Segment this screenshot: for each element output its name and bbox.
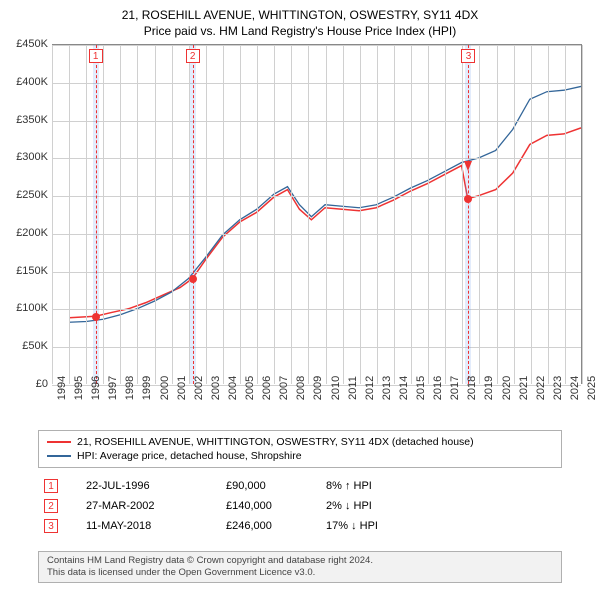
sale-point-icon xyxy=(189,275,197,283)
x-tick-label: 2004 xyxy=(227,376,239,400)
chart-wrap: 1 2 3 £0 £50K £100K £150K £200K £250K £300K £350K… xyxy=(0,44,600,424)
y-tick-label: £300K xyxy=(0,151,48,163)
sale-point-icon xyxy=(92,313,100,321)
y-tick-label: £50K xyxy=(0,340,48,352)
chart-lines-svg xyxy=(52,45,581,384)
marker-badge: 1 xyxy=(44,479,58,493)
x-tick-label: 2022 xyxy=(535,376,547,400)
x-tick-label: 2010 xyxy=(330,376,342,400)
x-tick-label: 2011 xyxy=(347,376,359,400)
chart-container: 21, ROSEHILL AVENUE, WHITTINGTON, OSWEST… xyxy=(0,0,600,590)
y-tick-label: £250K xyxy=(0,189,48,201)
x-tick-label: 2017 xyxy=(449,376,461,400)
x-tick-label: 1994 xyxy=(56,376,68,400)
marker-price: £246,000 xyxy=(226,520,326,532)
x-tick-label: 2005 xyxy=(244,376,256,400)
x-tick-label: 2012 xyxy=(364,376,376,400)
x-tick-label: 2006 xyxy=(261,376,273,400)
legend-label-hpi: HPI: Average price, detached house, Shro… xyxy=(77,450,302,462)
marker-date: 27-MAR-2002 xyxy=(86,500,226,512)
sale-point-icon xyxy=(464,195,472,203)
chart-title-address: 21, ROSEHILL AVENUE, WHITTINGTON, OSWEST… xyxy=(0,8,600,22)
x-tick-label: 2002 xyxy=(193,376,205,400)
marker-badge: 3 xyxy=(44,519,58,533)
x-tick-label: 2025 xyxy=(586,376,598,400)
x-tick-label: 1996 xyxy=(90,376,102,400)
legend-swatch-hpi xyxy=(47,455,71,457)
y-tick-label: £350K xyxy=(0,114,48,126)
marker-date: 22-JUL-1996 xyxy=(86,480,226,492)
marker-row: 1 22-JUL-1996 £90,000 8% ↑ HPI xyxy=(38,476,562,496)
y-tick-label: £150K xyxy=(0,265,48,277)
marker-row: 2 27-MAR-2002 £140,000 2% ↓ HPI xyxy=(38,496,562,516)
x-tick-label: 1995 xyxy=(73,376,85,400)
x-tick-label: 2018 xyxy=(466,376,478,400)
markers-table: 1 22-JUL-1996 £90,000 8% ↑ HPI 2 27-MAR-… xyxy=(38,476,562,536)
x-tick-label: 2000 xyxy=(159,376,171,400)
legend-label-property: 21, ROSEHILL AVENUE, WHITTINGTON, OSWEST… xyxy=(77,436,474,448)
marker-date: 11-MAY-2018 xyxy=(86,520,226,532)
footer-line1: Contains HM Land Registry data © Crown c… xyxy=(47,555,553,567)
legend-box: 21, ROSEHILL AVENUE, WHITTINGTON, OSWEST… xyxy=(38,430,562,468)
chart-marker-badge: 1 xyxy=(89,49,103,63)
chart-titles: 21, ROSEHILL AVENUE, WHITTINGTON, OSWEST… xyxy=(0,0,600,38)
y-tick-label: £400K xyxy=(0,76,48,88)
x-tick-label: 1998 xyxy=(124,376,136,400)
x-tick-label: 2021 xyxy=(518,376,530,400)
y-tick-label: £450K xyxy=(0,38,48,50)
x-tick-label: 2001 xyxy=(176,376,188,400)
x-tick-label: 2020 xyxy=(501,376,513,400)
x-tick-label: 2013 xyxy=(381,376,393,400)
x-tick-label: 2009 xyxy=(312,376,324,400)
x-tick-label: 1997 xyxy=(107,376,119,400)
legend-item-hpi: HPI: Average price, detached house, Shro… xyxy=(47,449,553,463)
x-tick-label: 1999 xyxy=(141,376,153,400)
x-tick-label: 2007 xyxy=(278,376,290,400)
chart-marker-badge: 2 xyxy=(186,49,200,63)
x-tick-label: 2008 xyxy=(295,376,307,400)
x-tick-label: 2014 xyxy=(398,376,410,400)
y-tick-label: £200K xyxy=(0,227,48,239)
chart-title-subtitle: Price paid vs. HM Land Registry's House … xyxy=(0,24,600,38)
x-tick-label: 2023 xyxy=(552,376,564,400)
chart-marker-badge: 3 xyxy=(461,49,475,63)
footer-attribution: Contains HM Land Registry data © Crown c… xyxy=(38,551,562,583)
marker-diff: 17% ↓ HPI xyxy=(326,520,446,532)
marker-badge: 2 xyxy=(44,499,58,513)
legend-swatch-property xyxy=(47,441,71,443)
legend-item-property: 21, ROSEHILL AVENUE, WHITTINGTON, OSWEST… xyxy=(47,435,553,449)
footer-line2: This data is licensed under the Open Gov… xyxy=(47,567,553,579)
marker-price: £140,000 xyxy=(226,500,326,512)
x-tick-label: 2016 xyxy=(432,376,444,400)
marker-diff: 2% ↓ HPI xyxy=(326,500,446,512)
marker-diff: 8% ↑ HPI xyxy=(326,480,446,492)
x-tick-label: 2024 xyxy=(569,376,581,400)
marker-price: £90,000 xyxy=(226,480,326,492)
x-tick-label: 2003 xyxy=(210,376,222,400)
marker-row: 3 11-MAY-2018 £246,000 17% ↓ HPI xyxy=(38,516,562,536)
x-tick-label: 2019 xyxy=(483,376,495,400)
x-tick-label: 2015 xyxy=(415,376,427,400)
y-tick-label: £0 xyxy=(0,378,48,390)
plot-area: 1 2 3 xyxy=(52,44,582,384)
y-tick-label: £100K xyxy=(0,302,48,314)
